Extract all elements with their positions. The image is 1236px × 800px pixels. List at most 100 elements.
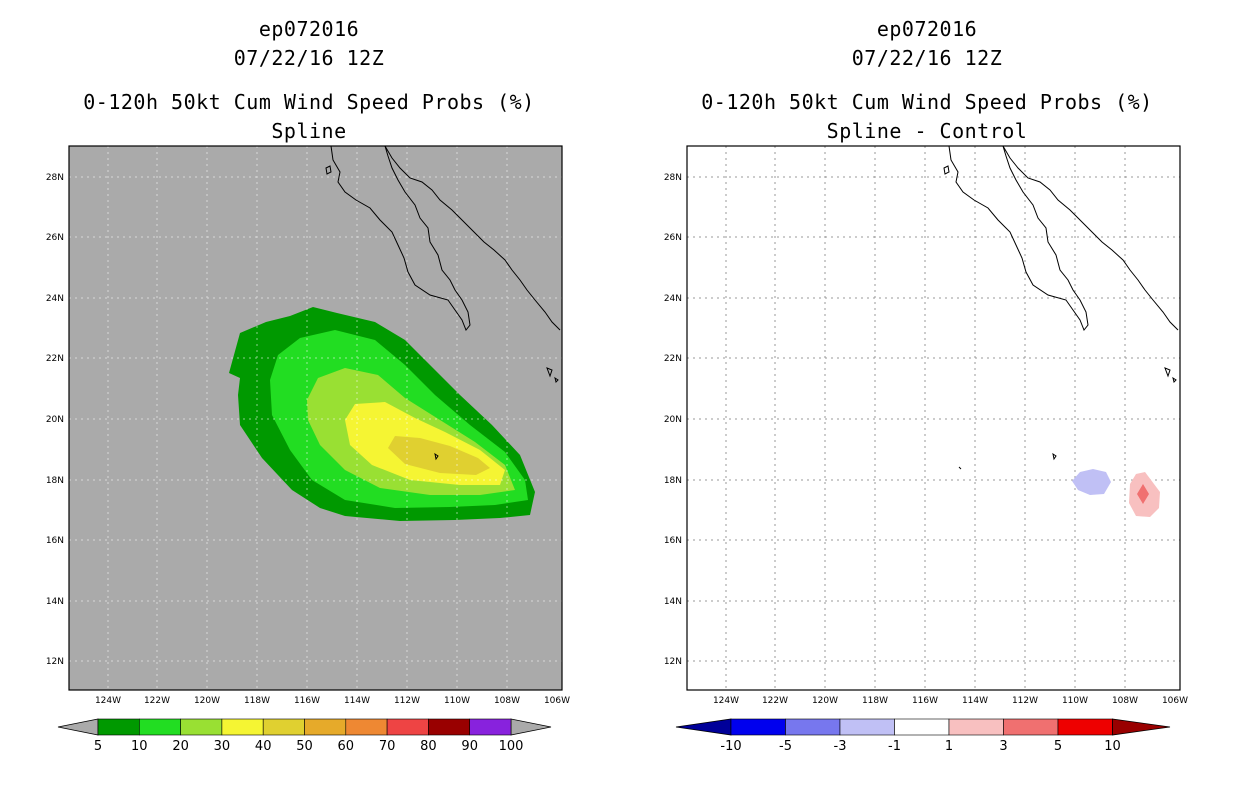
contour-positive-3 [1137,484,1149,504]
right-product-title: 0-120h 50kt Cum Wind Speed Probs (%) [701,90,1153,114]
colorbar: -10 -5 -3 -1 1 3 5 10 [675,718,1171,754]
lat-tick-label: 26N [46,233,64,243]
lon-tick-label: 108W [494,696,520,706]
colorbar-label: 30 [214,739,231,754]
colorbar-box [1057,718,1113,736]
lon-tick-label: 106W [544,696,570,706]
left-panel: ep072016 07/22/16 12Z 0-120h 50kt Cum Wi… [46,17,570,754]
colorbar-label: -5 [779,739,792,754]
grid-lines [69,146,562,690]
colorbar-label: 10 [1104,739,1121,754]
lon-tick-label: 110W [444,696,470,706]
lon-tick-label: 120W [812,696,838,706]
colorbar-box [304,718,347,736]
map-background [687,146,1180,690]
lat-tick-label: 16N [46,536,64,546]
grid-lines [687,146,1180,690]
lon-tick-label: 110W [1062,696,1088,706]
colorbar-box [428,718,470,736]
left-storm-id: ep072016 [258,17,360,41]
right-storm-id: ep072016 [876,17,978,41]
colorbar-box [839,718,895,736]
lat-tick-label: 22N [664,354,682,364]
lat-tick-label: 12N [46,657,64,667]
right-panel: ep072016 07/22/16 12Z 0-120h 50kt Cum Wi… [618,0,1236,800]
lat-tick-label: 18N [664,476,682,486]
colorbar-label: 50 [296,739,313,754]
colorbar-label: -10 [720,739,741,754]
lat-tick-label: 14N [664,597,682,607]
lat-tick-label: 18N [46,476,64,486]
coastline [325,145,561,461]
colorbar-label: 1 [945,739,953,754]
colorbar-label: 5 [94,739,102,754]
lon-tick-label: 114W [344,696,370,706]
colorbar-label: 40 [255,739,272,754]
colorbar-box [97,718,140,736]
lat-tick-label: 12N [664,657,682,667]
colorbar-label: -3 [834,739,847,754]
colorbar-box [180,718,223,736]
lon-tick-label: 118W [244,696,270,706]
right-datetime: 07/22/16 12Z [851,46,1003,70]
right-subtitle: Spline - Control [826,119,1028,143]
lat-tick-label: 24N [46,294,64,304]
colorbar-box [1003,718,1059,736]
lon-tick-label: 122W [762,696,788,706]
colorbar-label: 20 [172,739,189,754]
lat-tick-label: 24N [664,294,682,304]
difference-contours [1072,469,1160,517]
lon-axis: 124W 122W 120W 118W 116W 114W 112W 110W … [713,696,1188,706]
colorbar-box [785,718,841,736]
lon-tick-label: 114W [962,696,988,706]
colorbar-label: 90 [461,739,478,754]
lon-tick-label: 112W [394,696,420,706]
lat-tick-label: 26N [664,233,682,243]
colorbar-label: 5 [1054,739,1062,754]
colorbar-label: 10 [131,739,148,754]
colorbar-over-arrow [1112,718,1171,736]
colorbar-label: -1 [888,739,901,754]
left-product-title: 0-120h 50kt Cum Wind Speed Probs (%) [83,90,535,114]
lon-tick-label: 124W [713,696,739,706]
contour-negative-1 [1072,469,1111,495]
lat-tick-label: 28N [664,173,682,183]
colorbar-label: 100 [499,739,524,754]
left-subtitle: Spline [271,119,347,143]
lon-tick-label: 124W [95,696,121,706]
colorbar-over-arrow [510,718,552,736]
colorbar-under-arrow [57,718,99,736]
left-map: 28N 26N 24N 22N 20N 18N 16N 14N 12N 124W… [46,145,570,754]
lon-tick-label: 112W [1012,696,1038,706]
colorbar-label: 70 [379,739,396,754]
colorbar-box [469,718,512,736]
colorbar-box [730,718,786,736]
lat-tick-label: 22N [46,354,64,364]
coastline [943,145,1179,470]
colorbar-label: 3 [999,739,1007,754]
lat-axis: 28N 26N 24N 22N 20N 18N 16N 14N 12N [46,173,64,667]
colorbar: 5 10 20 30 40 50 60 70 80 90 100 [57,718,552,754]
lat-tick-label: 14N [46,597,64,607]
colorbar-label: 80 [420,739,437,754]
map-frame [68,145,563,691]
colorbar-box [386,718,429,736]
lon-tick-label: 122W [144,696,170,706]
colorbar-box [345,718,388,736]
colorbar-box [894,718,950,736]
lat-tick-label: 20N [46,415,64,425]
lon-tick-label: 108W [1112,696,1138,706]
colorbar-label: 60 [338,739,355,754]
right-map: 28N 26N 24N 22N 20N 18N 16N 14N 12N 124W… [664,145,1188,754]
map-frame [686,145,1181,691]
colorbar-under-arrow [675,718,732,736]
colorbar-box [221,718,264,736]
lon-tick-label: 116W [912,696,938,706]
lat-axis: 28N 26N 24N 22N 20N 18N 16N 14N 12N [664,173,682,667]
lon-tick-label: 120W [194,696,220,706]
lat-tick-label: 28N [46,173,64,183]
contour-40 [388,436,490,475]
colorbar-box [948,718,1004,736]
lon-tick-label: 116W [294,696,320,706]
left-datetime: 07/22/16 12Z [233,46,385,70]
